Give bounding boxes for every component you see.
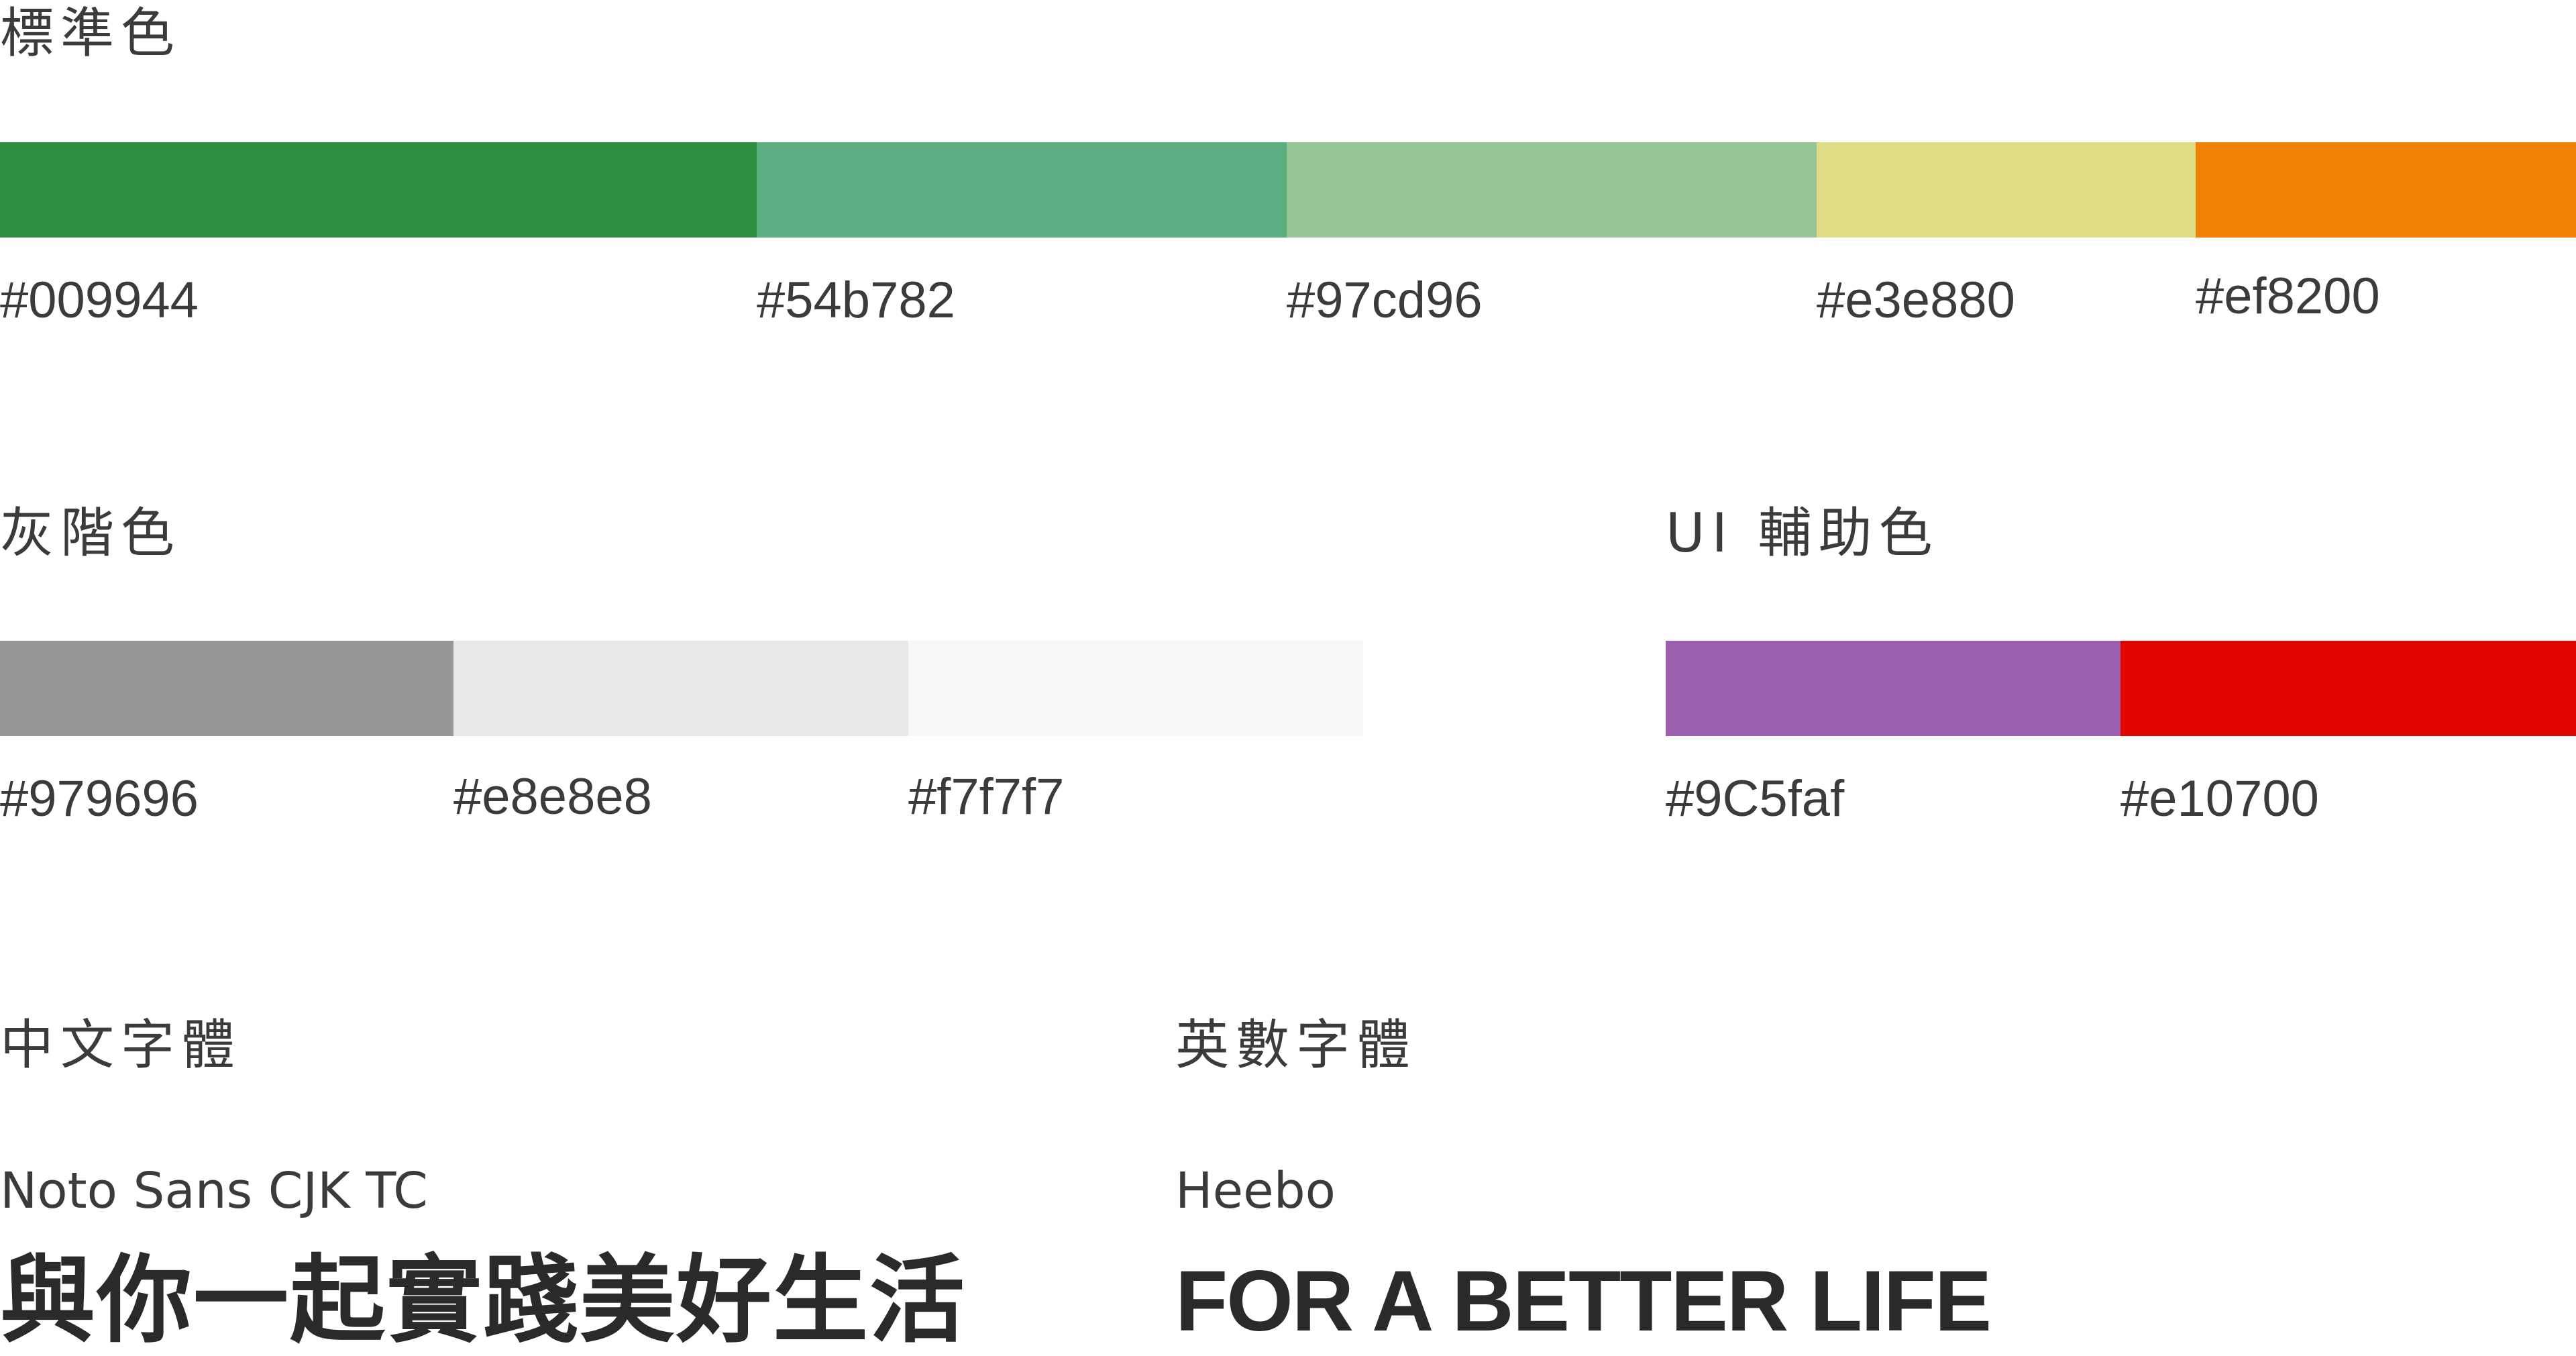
chinese-font-title: 中文字體 [0,1014,241,1076]
latin-font-sample: FOR A BETTER LIFE [1175,1253,1992,1349]
grayscale-colors-title: 灰階色 [0,502,181,564]
hex-label-97cd96: #97cd96 [1287,272,1483,329]
hex-label-e8e8e8: #e8e8e8 [453,768,652,825]
latin-font-name: Heebo [1175,1162,1336,1220]
chinese-font-sample: 與你一起實踐美好生活 [0,1245,966,1356]
color-swatch-e10700 [2121,641,2576,736]
color-swatch-e3e880 [1817,142,2196,238]
color-swatch-979696 [0,641,453,736]
hex-label-54b782: #54b782 [757,272,955,329]
hex-label-f7f7f7: #f7f7f7 [908,768,1065,825]
color-swatch-009944 [0,142,757,238]
color-swatch-ef8200 [2196,142,2576,238]
color-swatch-97cd96 [1287,142,1817,238]
standard-colors-title: 標準色 [0,2,181,64]
chinese-font-name: Noto Sans CJK TC [0,1162,428,1220]
hex-label-9c5faf: #9C5faf [1666,770,1845,827]
color-swatch-f7f7f7 [908,641,1363,736]
hex-label-979696: #979696 [0,770,199,827]
hex-label-e10700: #e10700 [2121,770,2319,827]
hex-label-e3e880: #e3e880 [1817,272,2015,329]
ui-colors-title: UI 輔助色 [1666,502,1939,564]
hex-label-ef8200: #ef8200 [2196,268,2380,325]
hex-label-009944: #009944 [0,272,199,329]
latin-font-title: 英數字體 [1175,1014,1417,1076]
color-swatch-e8e8e8 [453,641,908,736]
color-swatch-54b782 [757,142,1287,238]
color-swatch-9c5faf [1666,641,2121,736]
